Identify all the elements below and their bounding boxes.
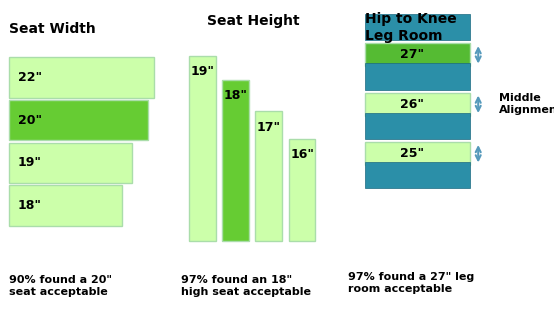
Text: 17": 17" bbox=[257, 121, 281, 133]
Text: 19": 19" bbox=[191, 65, 214, 78]
Text: 26": 26" bbox=[400, 98, 424, 111]
FancyBboxPatch shape bbox=[255, 111, 282, 241]
FancyBboxPatch shape bbox=[365, 93, 470, 116]
FancyBboxPatch shape bbox=[9, 100, 148, 140]
FancyBboxPatch shape bbox=[365, 63, 470, 90]
FancyBboxPatch shape bbox=[9, 57, 154, 98]
Text: 18": 18" bbox=[18, 199, 42, 212]
FancyBboxPatch shape bbox=[222, 80, 249, 241]
Text: 25": 25" bbox=[400, 147, 424, 160]
FancyBboxPatch shape bbox=[9, 143, 132, 183]
Text: 22": 22" bbox=[18, 71, 42, 84]
Text: 97% found an 18"
high seat acceptable: 97% found an 18" high seat acceptable bbox=[181, 275, 311, 297]
Text: 90% found a 20"
seat acceptable: 90% found a 20" seat acceptable bbox=[9, 275, 112, 297]
FancyBboxPatch shape bbox=[189, 56, 216, 241]
Text: 18": 18" bbox=[224, 89, 248, 102]
FancyBboxPatch shape bbox=[289, 139, 315, 241]
Text: 19": 19" bbox=[18, 156, 42, 169]
Text: 16": 16" bbox=[290, 148, 314, 161]
Text: 20": 20" bbox=[18, 114, 42, 127]
FancyBboxPatch shape bbox=[9, 185, 122, 226]
Text: Hip to Knee
Leg Room: Hip to Knee Leg Room bbox=[365, 12, 456, 43]
FancyBboxPatch shape bbox=[365, 14, 470, 40]
Text: Seat Height: Seat Height bbox=[207, 14, 300, 28]
FancyBboxPatch shape bbox=[365, 43, 470, 66]
FancyBboxPatch shape bbox=[365, 142, 470, 165]
Text: Middle
Alignment: Middle Alignment bbox=[499, 94, 554, 115]
Text: 27": 27" bbox=[400, 48, 424, 61]
FancyBboxPatch shape bbox=[365, 113, 470, 139]
FancyBboxPatch shape bbox=[365, 162, 470, 188]
Text: Seat Width: Seat Width bbox=[9, 23, 96, 36]
Text: 97% found a 27" leg
room acceptable: 97% found a 27" leg room acceptable bbox=[348, 272, 474, 294]
